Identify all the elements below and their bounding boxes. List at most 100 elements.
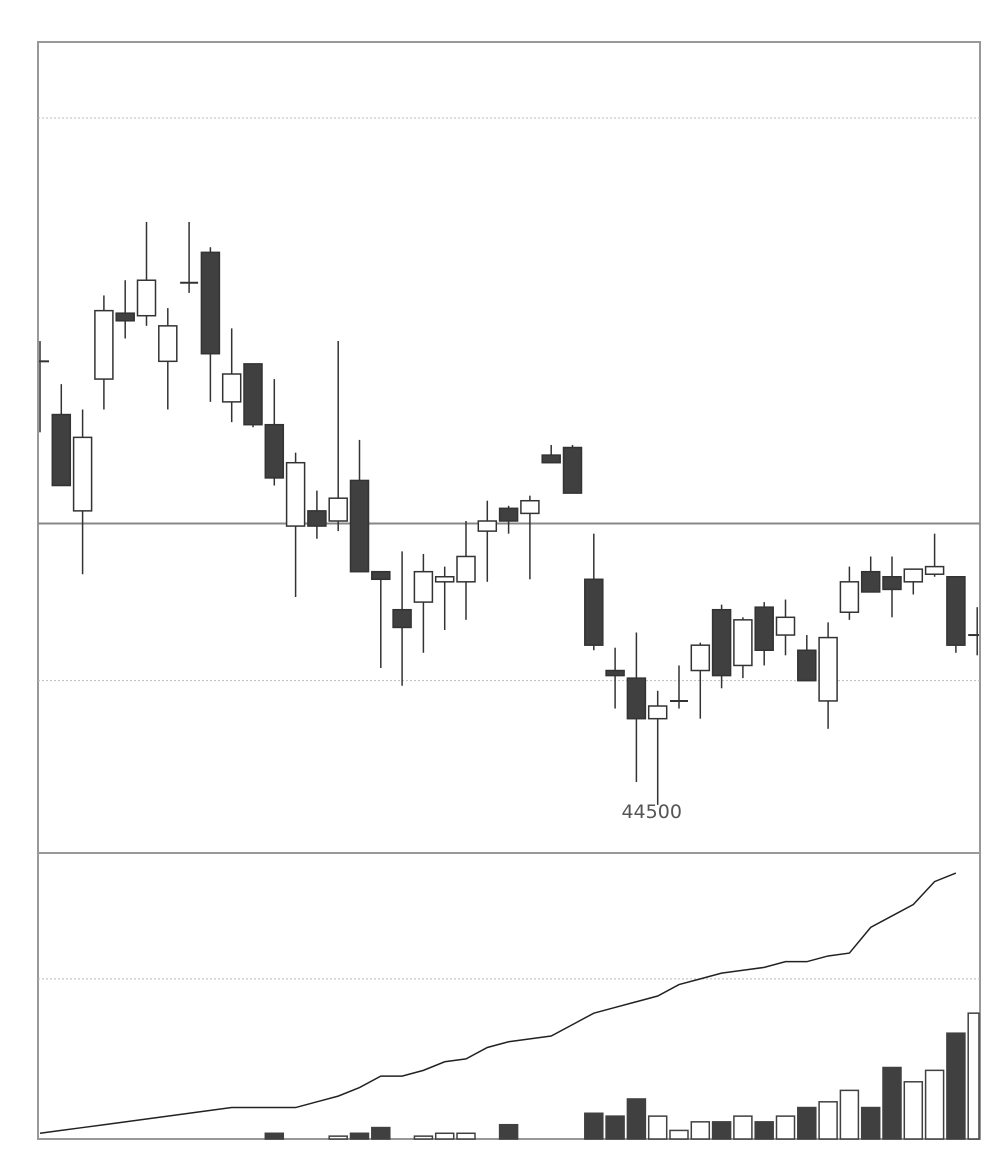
candle-18 (413, 553, 434, 653)
candle-body-11 (264, 423, 285, 479)
volume-bar-44 (967, 1012, 980, 1140)
volume-bar-37 (818, 1101, 838, 1140)
volume-bar-39 (860, 1106, 881, 1140)
volume-bar-41 (903, 1081, 924, 1140)
candles (39, 221, 979, 805)
candle-body-10 (243, 363, 263, 426)
candle-body-23 (520, 499, 540, 515)
volume-bars (264, 1012, 980, 1140)
candle-body-26 (584, 578, 604, 646)
candle-27 (605, 647, 625, 709)
candle-body-28 (626, 677, 647, 720)
candle-body-42 (924, 565, 945, 575)
candle-body-19 (434, 576, 455, 583)
candle-body-20 (456, 555, 476, 583)
candle-body-6 (158, 325, 178, 363)
volume-bar-33 (733, 1115, 753, 1140)
candle-body-22 (498, 507, 519, 522)
candle-body-41 (903, 568, 924, 583)
candle-15 (349, 439, 370, 573)
candle-41 (903, 568, 924, 595)
candle-36 (797, 635, 817, 682)
volume-bar-26 (584, 1112, 604, 1140)
candle-body-31 (690, 644, 711, 672)
candle-23 (520, 495, 540, 580)
volume-bar-40 (882, 1066, 902, 1140)
candle-42 (924, 533, 945, 577)
candle-body-5 (136, 279, 157, 317)
low-price-annotation: 44500 (621, 801, 681, 823)
cumulative-line-group (39, 872, 957, 1135)
candle-13 (307, 490, 327, 539)
candle-body-15 (349, 479, 370, 573)
candle-body-16 (371, 570, 391, 581)
volume-bar-32 (711, 1121, 732, 1140)
candle-25 (562, 444, 583, 494)
candle-39 (860, 556, 881, 593)
candle-body-13 (307, 510, 327, 527)
candle-20 (456, 520, 476, 620)
candle-34 (754, 602, 774, 666)
candle-5 (136, 221, 157, 326)
candle-29 (647, 690, 668, 805)
candle-44 (968, 607, 979, 656)
candle-22 (498, 505, 519, 534)
candle-19 (434, 566, 455, 630)
volume-bar-14 (328, 1135, 348, 1140)
candle-28 (626, 632, 647, 783)
volume-bar-34 (754, 1121, 774, 1140)
candle-body-24 (541, 454, 561, 464)
candle-31 (690, 642, 711, 719)
volume-bar-42 (924, 1069, 945, 1140)
volume-bar-38 (839, 1089, 860, 1140)
candle-6 (158, 308, 178, 410)
candle-8 (200, 247, 221, 402)
candle-body-40 (882, 576, 902, 591)
candle-7 (180, 221, 199, 293)
candle-body-39 (860, 570, 881, 593)
volume-bar-19 (434, 1132, 455, 1140)
volume-bar-16 (371, 1126, 391, 1140)
candle-body-32 (711, 608, 732, 677)
candle-16 (371, 570, 391, 668)
volume-bar-35 (775, 1115, 796, 1140)
candle-38 (839, 566, 860, 620)
candle-0 (39, 341, 49, 433)
candle-body-14 (328, 497, 348, 522)
candle-body-37 (818, 636, 838, 702)
cumulative-line (39, 872, 957, 1135)
volume-bar-18 (413, 1135, 434, 1140)
candle-body-34 (754, 606, 774, 652)
candle-body-38 (839, 581, 860, 613)
candle-body-29 (647, 705, 668, 720)
candle-26 (584, 533, 604, 651)
candle-14 (328, 341, 348, 532)
volume-bar-20 (456, 1132, 476, 1140)
candle-body-9 (221, 373, 242, 403)
candle-body-36 (797, 649, 817, 682)
candle-body-4 (115, 312, 135, 322)
volume-bar-43 (946, 1032, 966, 1140)
candle-11 (264, 379, 285, 486)
volume-bar-27 (605, 1115, 625, 1140)
candle-40 (882, 556, 902, 618)
volume-bar-36 (797, 1106, 817, 1140)
candle-32 (711, 604, 732, 689)
candle-4 (115, 280, 135, 339)
volume-bar-22 (498, 1123, 519, 1140)
candle-3 (94, 295, 114, 410)
candle-37 (818, 622, 838, 729)
candle-12 (285, 452, 306, 598)
candle-30 (670, 665, 688, 709)
candle-body-2 (72, 436, 93, 512)
candle-body-27 (605, 669, 625, 677)
candle-body-21 (477, 520, 498, 532)
candle-35 (775, 599, 796, 656)
volume-bar-30 (669, 1129, 689, 1140)
candle-body-25 (562, 446, 583, 494)
candle-1 (51, 384, 72, 487)
plot-frame (37, 41, 981, 1140)
volume-bar-31 (690, 1121, 711, 1140)
volume-bar-11 (264, 1132, 285, 1140)
